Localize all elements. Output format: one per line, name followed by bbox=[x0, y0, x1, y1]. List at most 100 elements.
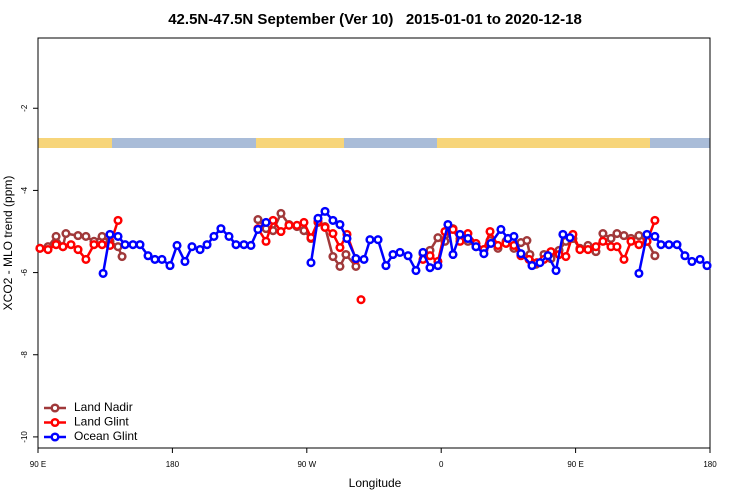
data-point bbox=[261, 217, 271, 228]
data-point bbox=[61, 229, 71, 239]
data-point bbox=[165, 261, 175, 271]
data-point bbox=[73, 231, 83, 241]
legend-label: Land Nadir bbox=[74, 400, 133, 414]
data-point bbox=[509, 231, 519, 241]
data-point bbox=[276, 208, 286, 218]
data-point bbox=[351, 254, 361, 264]
data-point bbox=[128, 240, 138, 250]
data-point bbox=[543, 251, 553, 261]
data-point bbox=[120, 240, 130, 250]
y-tick-label: -6 bbox=[20, 268, 29, 276]
data-point bbox=[216, 224, 226, 234]
data-point bbox=[359, 254, 369, 264]
data-point bbox=[135, 240, 145, 250]
data-point bbox=[187, 242, 197, 252]
land-band bbox=[256, 138, 344, 148]
data-point bbox=[433, 233, 443, 243]
data-point bbox=[58, 242, 68, 252]
data-point bbox=[381, 261, 391, 271]
data-point bbox=[268, 215, 278, 225]
data-point bbox=[687, 256, 697, 267]
data-point bbox=[626, 236, 636, 246]
data-point bbox=[634, 268, 644, 278]
data-point bbox=[619, 231, 629, 241]
data-point bbox=[606, 233, 616, 244]
data-point bbox=[493, 240, 503, 251]
data-point bbox=[342, 233, 352, 244]
data-point bbox=[425, 251, 435, 261]
plot-frame bbox=[37, 37, 711, 449]
legend-marker bbox=[50, 417, 60, 428]
data-point bbox=[425, 263, 435, 273]
data-point bbox=[246, 240, 256, 251]
data-point bbox=[591, 242, 601, 252]
data-point bbox=[672, 240, 682, 250]
data-point bbox=[433, 261, 443, 271]
data-point bbox=[448, 249, 458, 260]
data-point bbox=[650, 215, 660, 225]
data-point bbox=[320, 206, 330, 216]
data-point bbox=[411, 265, 421, 276]
data-point bbox=[516, 249, 526, 259]
data-point bbox=[299, 217, 309, 228]
data-point bbox=[650, 231, 660, 241]
data-point bbox=[97, 231, 107, 241]
data-point bbox=[113, 242, 123, 252]
data-point bbox=[575, 245, 585, 255]
data-point bbox=[486, 238, 496, 248]
y-axis-label: XCO2 - MLO trend (ppm) bbox=[1, 176, 15, 311]
x-axis-label: Longitude bbox=[349, 476, 402, 490]
data-point bbox=[642, 229, 652, 239]
data-point bbox=[276, 226, 286, 237]
data-point bbox=[105, 229, 115, 239]
series bbox=[35, 215, 660, 305]
data-point bbox=[335, 261, 345, 271]
data-point bbox=[650, 251, 660, 261]
legend-label: Land Glint bbox=[74, 415, 129, 429]
y-tick-label: -4 bbox=[20, 186, 29, 194]
data-point bbox=[81, 254, 91, 264]
data-point bbox=[565, 233, 575, 243]
data-point bbox=[535, 258, 545, 268]
data-point bbox=[612, 242, 622, 252]
data-point bbox=[471, 242, 481, 252]
data-point bbox=[73, 245, 83, 255]
data-point bbox=[341, 249, 351, 260]
ocean-band bbox=[650, 138, 710, 148]
data-point bbox=[485, 226, 495, 237]
data-point bbox=[328, 229, 338, 239]
data-point bbox=[527, 261, 537, 271]
data-point bbox=[656, 240, 666, 250]
x-tick-label: 0 bbox=[439, 460, 444, 469]
data-point bbox=[664, 240, 674, 250]
chart-title: 42.5N-47.5N September (Ver 10) 2015-01-0… bbox=[168, 11, 582, 28]
data-point bbox=[261, 236, 271, 246]
land-ocean-strip bbox=[38, 138, 710, 148]
data-point bbox=[551, 265, 561, 276]
data-point bbox=[180, 256, 190, 267]
data-point bbox=[365, 235, 375, 245]
data-point bbox=[320, 222, 330, 232]
data-point bbox=[209, 231, 219, 241]
data-point bbox=[202, 240, 212, 250]
data-point bbox=[150, 254, 160, 264]
data-point bbox=[612, 229, 622, 239]
data-point bbox=[66, 240, 76, 250]
x-tick-label: 90 E bbox=[30, 460, 46, 469]
data-point bbox=[253, 224, 263, 234]
data-point bbox=[522, 235, 532, 246]
ocean-band bbox=[112, 138, 256, 148]
data-point bbox=[81, 231, 91, 241]
ocean-band bbox=[344, 138, 437, 148]
data-point bbox=[702, 261, 712, 271]
data-point bbox=[113, 231, 123, 241]
data-point bbox=[224, 231, 234, 241]
data-point bbox=[351, 261, 361, 271]
land-band bbox=[38, 138, 112, 148]
data-point bbox=[97, 240, 107, 250]
legend-marker bbox=[50, 403, 60, 413]
legend-marker bbox=[50, 432, 60, 442]
